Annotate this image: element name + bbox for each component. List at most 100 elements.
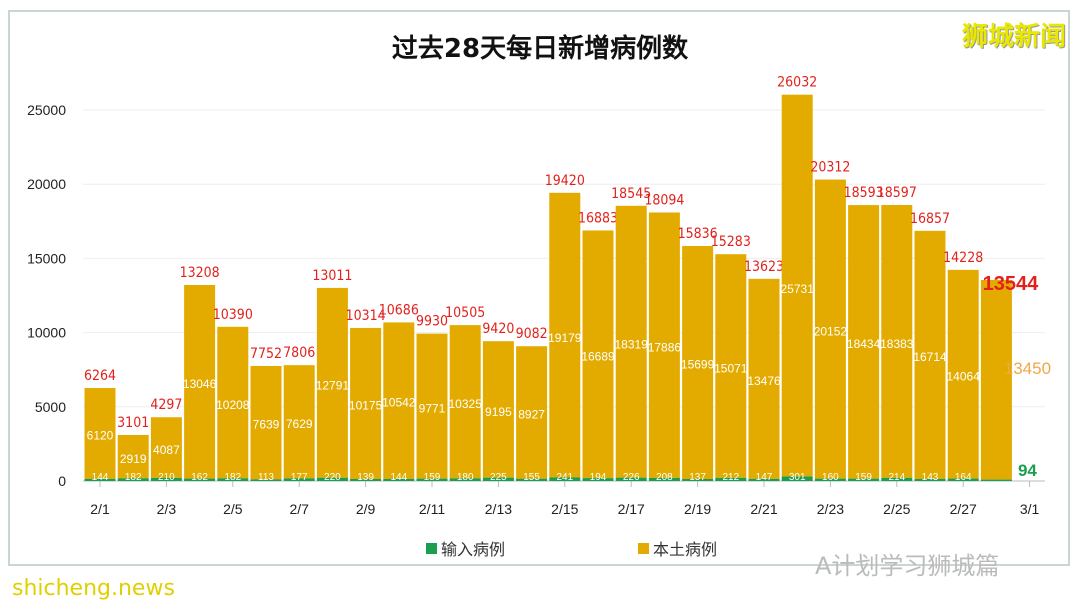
bar-local [582, 230, 614, 479]
local-label: 13046 [183, 377, 217, 391]
local-label: 2919 [120, 452, 147, 466]
bar-imported [549, 477, 581, 481]
local-label: 10208 [216, 398, 250, 412]
local-label: 10175 [349, 398, 383, 412]
bar-local [250, 365, 282, 480]
bar-imported [217, 478, 249, 481]
local-label: 7629 [286, 417, 313, 431]
bar-local [184, 284, 216, 479]
local-label: 10325 [449, 397, 483, 411]
bar-local [416, 333, 448, 479]
imported-label: 144 [390, 472, 407, 483]
imported-label: 225 [490, 472, 507, 483]
total-label: 9420 [482, 321, 514, 337]
bar-local [814, 179, 846, 479]
bar-imported [516, 478, 548, 481]
total-label: 16883 [578, 210, 618, 226]
bar-local [117, 434, 149, 479]
bar-local [648, 212, 680, 478]
local-label: 12791 [316, 378, 350, 392]
bar-local [781, 94, 813, 477]
wechat-watermark: A计划学习狮城篇 [815, 552, 1000, 580]
local-label: 15071 [714, 362, 748, 376]
bar-imported [648, 477, 680, 481]
x-tick-label: 2/1 [90, 501, 110, 517]
total-label: 7806 [283, 345, 315, 361]
imported-label: 162 [191, 472, 208, 483]
local-label: 16714 [913, 350, 947, 364]
local-label: 4087 [153, 443, 180, 457]
imported-label: 164 [955, 472, 972, 483]
total-label: 18593 [844, 185, 884, 201]
bar-local [748, 278, 780, 479]
bar-imported [848, 478, 880, 481]
total-label: 13011 [312, 268, 352, 284]
bar-imported [84, 478, 116, 481]
bar-local [914, 230, 946, 479]
imported-label: 147 [756, 472, 773, 483]
total-label: 10390 [213, 307, 253, 323]
imported-label: 182 [224, 472, 241, 483]
total-label: 3101 [117, 415, 149, 431]
y-tick-label: 10000 [27, 325, 66, 341]
bar-local [848, 205, 880, 479]
imported-label: 182 [125, 472, 142, 483]
imported-label: 113 [258, 472, 274, 483]
local-label: 19179 [548, 331, 582, 345]
bar-imported [184, 478, 216, 481]
imported-label: 212 [722, 472, 739, 483]
total-label: 20312 [810, 160, 850, 176]
x-tick-label: 2/15 [551, 501, 578, 517]
imported-label: 160 [822, 472, 839, 483]
local-label: 16689 [581, 350, 615, 364]
bar-imported [482, 477, 514, 481]
legend-label-local: 本土病例 [653, 540, 718, 559]
bar-imported [449, 478, 481, 481]
imported-label: 139 [357, 472, 374, 483]
bar-imported [947, 478, 979, 481]
imported-label: 214 [888, 472, 905, 483]
total-label: 15836 [678, 226, 718, 242]
local-label: 25731 [781, 282, 815, 296]
total-label: 15283 [711, 234, 751, 250]
imported-label: 143 [922, 472, 939, 483]
x-tick-label: 2/5 [223, 501, 243, 517]
imported-label: 94 [1018, 461, 1037, 480]
bar-imported [350, 478, 382, 481]
local-label: 14064 [947, 369, 981, 383]
x-tick-label: 2/21 [750, 501, 777, 517]
bar-local [947, 269, 979, 479]
legend-label-imported: 输入病例 [441, 540, 506, 559]
imported-label: 210 [158, 472, 175, 483]
x-tick-label: 2/7 [289, 501, 309, 517]
imported-label: 159 [855, 472, 872, 483]
bar-imported [416, 478, 448, 481]
bar-imported [250, 479, 282, 481]
bar-imported [914, 478, 946, 481]
y-tick-label: 0 [58, 473, 66, 489]
bar-imported [283, 478, 315, 481]
x-tick-label: 2/9 [356, 501, 376, 517]
total-label: 18545 [611, 186, 651, 202]
imported-label: 301 [789, 472, 806, 483]
chart-title: 过去28天每日新增病例数 [391, 34, 689, 64]
bar-local [217, 326, 249, 479]
total-label: 13544 [983, 273, 1039, 295]
local-label: 9771 [419, 401, 446, 415]
total-label: 10505 [445, 305, 485, 321]
total-label: 18597 [877, 185, 917, 201]
imported-label: 144 [92, 472, 109, 483]
imported-label: 241 [556, 472, 573, 483]
total-label: 10314 [346, 308, 386, 324]
total-label: 14228 [943, 250, 983, 266]
bar-imported [615, 477, 647, 481]
local-label: 17886 [648, 341, 682, 355]
x-tick-label: 2/13 [485, 501, 512, 517]
local-label: 7639 [253, 417, 280, 431]
imported-label: 177 [291, 472, 308, 483]
imported-label: 194 [590, 472, 607, 483]
legend-item-local: 本土病例 [638, 536, 717, 560]
bar-imported [748, 478, 780, 481]
total-label: 9930 [416, 314, 448, 330]
imported-label: 180 [457, 472, 474, 483]
